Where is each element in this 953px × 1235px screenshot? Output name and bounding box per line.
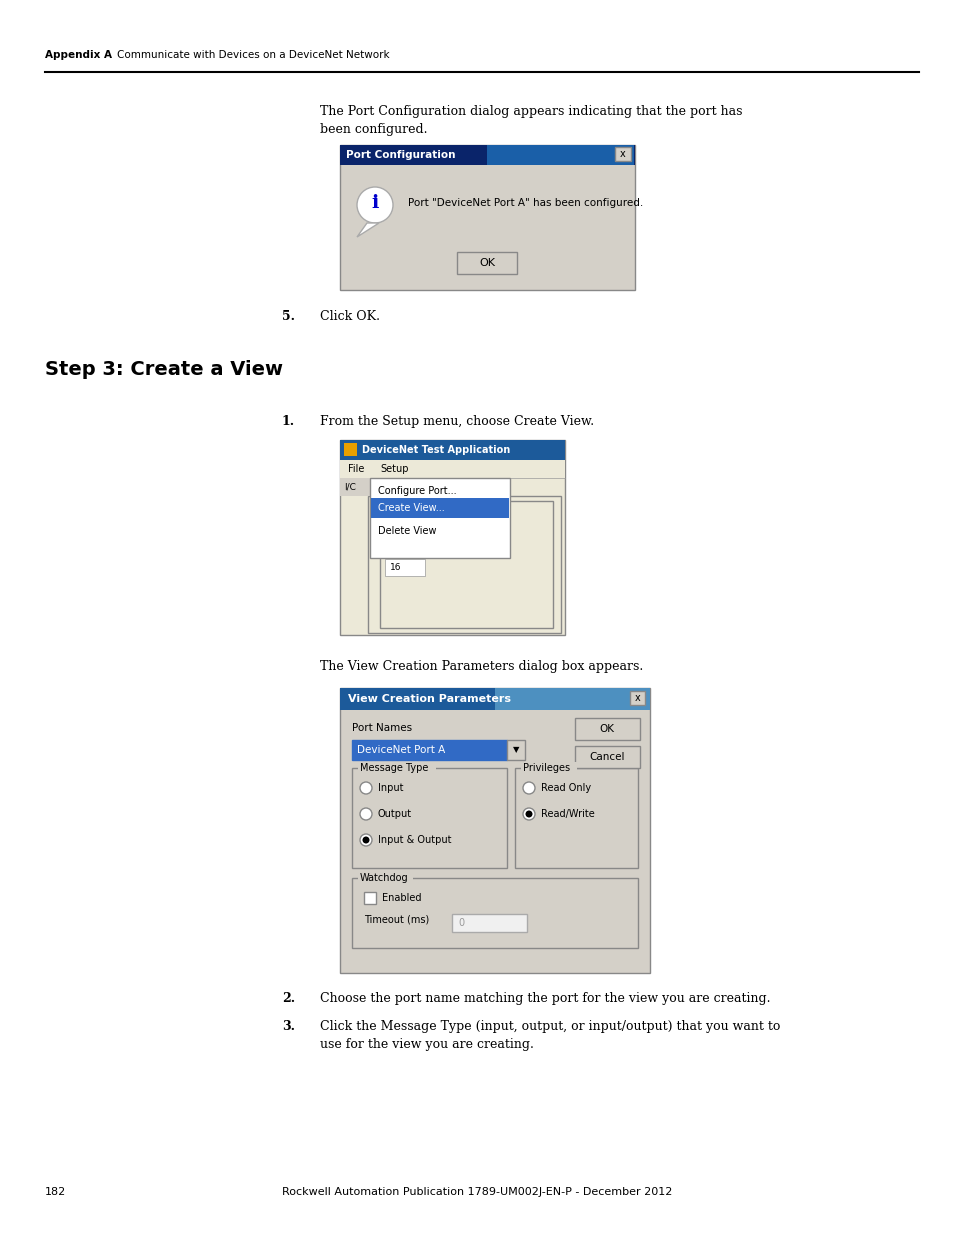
Bar	[339, 459, 564, 478]
Bar	[352, 768, 506, 868]
Bar	[385, 519, 424, 536]
Bar	[344, 443, 356, 456]
Bar	[339, 144, 635, 290]
Text: Rockwell Automation Publication 1789-UM002J-EN-P - December 2012: Rockwell Automation Publication 1789-UM0…	[281, 1187, 672, 1197]
Text: I/C: I/C	[344, 483, 355, 492]
Bar	[352, 878, 638, 948]
Bar	[357, 872, 413, 882]
Text: Timeout (ms): Timeout (ms)	[364, 915, 429, 925]
Text: The View Creation Parameters dialog box appears.: The View Creation Parameters dialog box …	[319, 659, 642, 673]
Text: Setup: Setup	[379, 464, 408, 474]
Text: 3.: 3.	[282, 1020, 294, 1032]
Text: Output: Output	[377, 809, 412, 819]
Text: Input & Output: Input & Output	[377, 835, 451, 845]
Circle shape	[359, 782, 372, 794]
Text: Step 3: Create a View: Step 3: Create a View	[45, 359, 283, 379]
Bar	[575, 718, 639, 740]
Text: DeviceNet Port A: DeviceNet Port A	[356, 745, 445, 755]
Bar	[339, 440, 564, 459]
Text: 2.: 2.	[281, 992, 294, 1005]
Bar	[371, 498, 509, 517]
Text: 1.: 1.	[281, 415, 294, 429]
Bar	[379, 501, 553, 629]
Text: File: File	[348, 464, 364, 474]
Bar	[339, 688, 649, 973]
Bar	[352, 740, 506, 760]
Text: The Port Configuration dialog appears indicating that the port has: The Port Configuration dialog appears in…	[319, 105, 741, 119]
Text: DeviceNet Test Application: DeviceNet Test Application	[361, 445, 510, 454]
Bar	[370, 478, 510, 558]
Circle shape	[359, 808, 372, 820]
Bar	[452, 914, 526, 932]
Bar	[520, 762, 577, 772]
Circle shape	[522, 782, 535, 794]
Text: 00: 00	[390, 522, 401, 531]
Text: Choose the port name matching the port for the view you are creating.: Choose the port name matching the port f…	[319, 992, 770, 1005]
Circle shape	[359, 834, 372, 846]
Bar	[357, 762, 436, 772]
Text: Port Configuration: Port Configuration	[346, 149, 455, 161]
Bar	[339, 688, 649, 710]
Text: Idle/Failure Table: Idle/Failure Table	[392, 496, 467, 505]
Text: Communicate with Devices on a DeviceNet Network: Communicate with Devices on a DeviceNet …	[117, 49, 389, 61]
Text: Read/Write: Read/Write	[540, 809, 594, 819]
Bar	[575, 746, 639, 768]
Bar	[368, 496, 560, 634]
Text: 5.: 5.	[282, 310, 294, 324]
Bar	[364, 892, 375, 904]
Text: 182: 182	[45, 1187, 66, 1197]
Bar	[495, 688, 649, 710]
Text: x: x	[619, 149, 625, 159]
Text: Cancel: Cancel	[589, 752, 624, 762]
Text: Read Only: Read Only	[540, 783, 591, 793]
Text: Click the Message Type (input, output, or input/output) that you want to: Click the Message Type (input, output, o…	[319, 1020, 780, 1032]
Bar	[339, 144, 635, 165]
Text: ▼: ▼	[512, 746, 518, 755]
Bar	[629, 692, 644, 705]
Circle shape	[362, 836, 369, 844]
Text: Message Type: Message Type	[359, 763, 428, 773]
Bar	[339, 478, 370, 496]
Text: View Creation Parameters: View Creation Parameters	[348, 694, 511, 704]
Bar	[506, 740, 524, 760]
Bar	[456, 252, 517, 274]
Text: use for the view you are creating.: use for the view you are creating.	[319, 1037, 534, 1051]
Text: 16: 16	[390, 562, 401, 572]
Circle shape	[356, 186, 393, 224]
Circle shape	[522, 808, 535, 820]
Text: 08: 08	[390, 542, 401, 552]
Text: Watchdog: Watchdog	[359, 873, 408, 883]
Text: From the Setup menu, choose Create View.: From the Setup menu, choose Create View.	[319, 415, 594, 429]
Bar	[385, 538, 424, 556]
Text: Appendix A: Appendix A	[45, 49, 112, 61]
Text: Port Names: Port Names	[352, 722, 412, 734]
Text: x: x	[635, 693, 640, 703]
Circle shape	[525, 810, 532, 818]
Bar	[615, 147, 630, 161]
Text: Create View...: Create View...	[377, 503, 444, 513]
Polygon shape	[356, 224, 378, 237]
Text: i: i	[371, 194, 378, 212]
Bar	[388, 496, 477, 506]
Text: Privileges: Privileges	[522, 763, 570, 773]
Text: Input: Input	[377, 783, 403, 793]
Bar	[339, 440, 564, 635]
Text: been configured.: been configured.	[319, 124, 427, 136]
Bar	[385, 559, 424, 576]
Text: OK: OK	[478, 258, 495, 268]
Text: Configure Port...: Configure Port...	[377, 487, 456, 496]
Text: 0: 0	[457, 918, 464, 927]
Text: Delete View: Delete View	[377, 526, 436, 536]
Text: Port "DeviceNet Port A" has been configured.: Port "DeviceNet Port A" has been configu…	[408, 198, 642, 207]
Text: Enabled: Enabled	[381, 893, 421, 903]
Text: OK: OK	[598, 724, 614, 734]
Bar	[486, 144, 634, 165]
Bar	[515, 768, 638, 868]
Text: Click OK.: Click OK.	[319, 310, 379, 324]
